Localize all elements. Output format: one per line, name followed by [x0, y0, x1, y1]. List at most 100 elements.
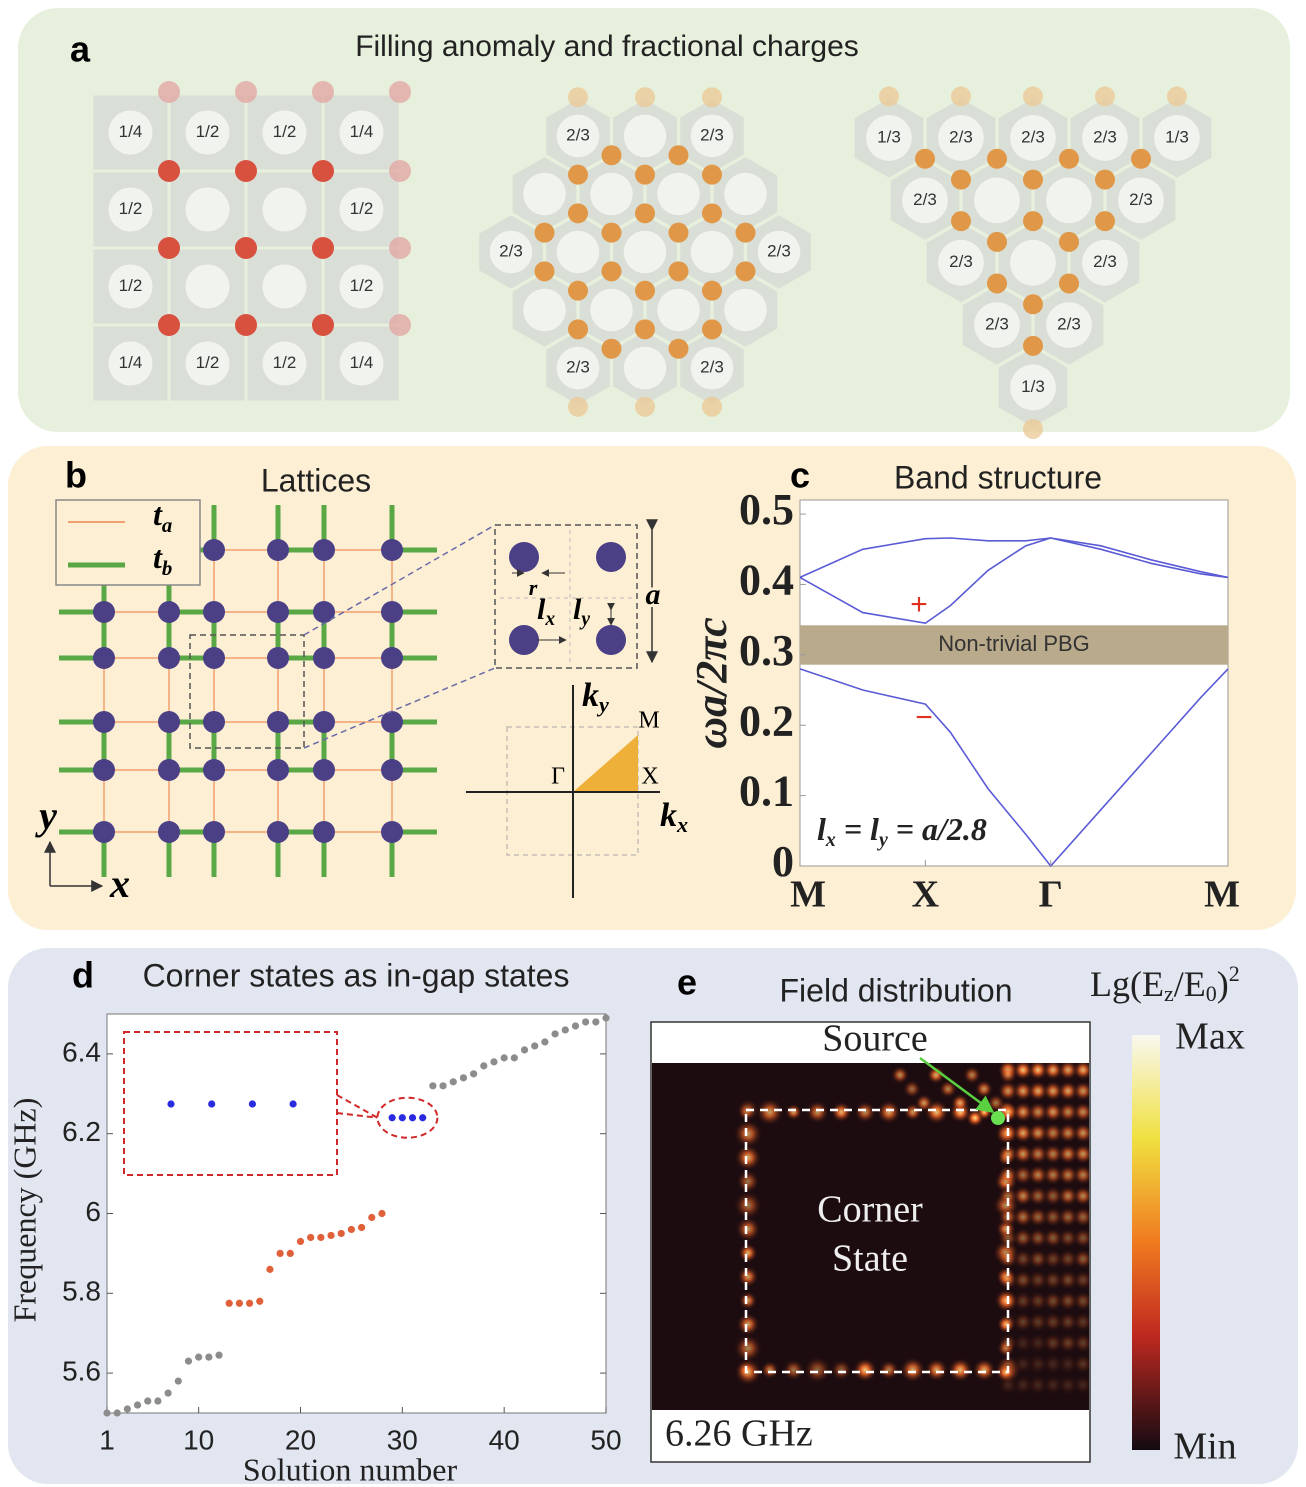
field-blob	[736, 1217, 761, 1242]
field-blob	[734, 1191, 762, 1219]
cell-hole	[557, 231, 600, 274]
fraction-label: 2/3	[949, 127, 973, 146]
inset-point	[249, 1100, 256, 1107]
y-tick-label: 0.2	[739, 696, 794, 745]
panel-title: Field distribution	[780, 972, 1013, 1008]
x-tick-label: M	[1204, 874, 1240, 916]
charge-dot	[1059, 273, 1079, 293]
source-label: Source	[822, 1018, 928, 1060]
y-tick-label: 6.2	[62, 1116, 101, 1147]
x-tick-label: 50	[590, 1424, 621, 1455]
subscript: a	[162, 514, 172, 537]
faded-dot	[702, 87, 722, 107]
charge-dot	[1023, 170, 1043, 190]
charge-dot	[702, 203, 722, 223]
faded-dot	[635, 397, 655, 417]
field-blob	[900, 1357, 925, 1382]
fraction-label: 2/3	[1093, 127, 1117, 146]
annotation: −	[915, 701, 933, 734]
charge-dot	[602, 223, 622, 243]
faded-dot	[635, 87, 655, 107]
lattice-site	[509, 625, 539, 655]
data-point	[103, 1409, 110, 1416]
faded-dot	[389, 314, 411, 336]
data-point	[511, 1054, 518, 1061]
lattice-site	[267, 821, 289, 843]
field-blob	[891, 1066, 909, 1084]
field-blob	[756, 1098, 783, 1125]
data-point	[368, 1214, 375, 1221]
charge-dot	[235, 160, 257, 182]
charge-dot	[158, 160, 180, 182]
x-tick-label: Γ	[1039, 874, 1063, 916]
cell-hole	[974, 177, 1020, 223]
field-blob	[975, 1080, 993, 1098]
field-blob	[903, 1080, 921, 1098]
y-tick-label: 0.5	[739, 485, 794, 534]
cell-hole	[657, 173, 700, 216]
charge-dot	[235, 237, 257, 259]
lattice-site	[596, 542, 626, 572]
panel-label: d	[72, 955, 94, 996]
data-point	[236, 1300, 243, 1307]
faded-dot	[1167, 86, 1187, 106]
axis-label: y	[35, 793, 57, 838]
lattice-site	[203, 821, 225, 843]
fraction-label: 1/2	[273, 353, 297, 372]
fraction-label: 2/3	[949, 252, 973, 271]
x-tick-label: X	[912, 874, 939, 916]
data-point	[307, 1234, 314, 1241]
subscript: b	[162, 557, 172, 580]
x-tick-label: 1	[99, 1424, 115, 1455]
data-point	[124, 1405, 131, 1412]
charge-dot	[915, 149, 935, 169]
cell-hole	[724, 173, 767, 216]
fraction-label: 1/2	[119, 276, 143, 295]
charge-dot	[951, 211, 971, 231]
fraction-label: 1/4	[350, 122, 374, 141]
data-point	[154, 1397, 161, 1404]
cell-hole	[624, 347, 667, 390]
hotspot	[966, 1109, 984, 1127]
y-tick-label: 0.3	[739, 626, 794, 675]
fraction-label: 2/3	[767, 241, 791, 260]
charge-dot	[736, 261, 756, 281]
data-point	[460, 1074, 467, 1081]
data-point	[114, 1409, 121, 1416]
data-point	[602, 1014, 609, 1021]
faded-dot	[1095, 86, 1115, 106]
data-point	[195, 1354, 202, 1361]
data-point	[246, 1300, 253, 1307]
cell-hole	[1010, 240, 1056, 286]
subscript: 0	[1206, 981, 1217, 1006]
lattice-site	[158, 647, 180, 669]
charge-dot	[312, 237, 334, 259]
fraction-label: 1/4	[119, 122, 143, 141]
lattice-site	[267, 711, 289, 733]
data-point	[439, 1082, 446, 1089]
data-point	[592, 1018, 599, 1025]
fraction-label: 1/2	[119, 199, 143, 218]
panel-title: Filling anomaly and fractional charges	[355, 30, 859, 63]
charge-dot	[1023, 336, 1043, 356]
charge-dot	[235, 314, 257, 336]
charge-dot	[1023, 294, 1043, 314]
lattice-site	[509, 542, 539, 572]
data-point	[277, 1250, 284, 1257]
fraction-label: 1/2	[350, 199, 374, 218]
charge-dot	[635, 319, 655, 339]
charge-dot	[1095, 211, 1115, 231]
field-blob	[963, 1066, 981, 1084]
faded-dot	[158, 81, 180, 103]
y-tick-label: 0.4	[739, 556, 794, 605]
fraction-label: 2/3	[913, 190, 937, 209]
lattice-site	[93, 759, 115, 781]
data-point	[134, 1401, 141, 1408]
fraction-label: 2/3	[1093, 252, 1117, 271]
lattice-site	[313, 821, 335, 843]
data-point	[185, 1358, 192, 1365]
cell-hole	[624, 231, 667, 274]
inset-point	[208, 1100, 215, 1107]
fraction-label: 1/3	[877, 127, 901, 146]
charge-dot	[702, 281, 722, 301]
